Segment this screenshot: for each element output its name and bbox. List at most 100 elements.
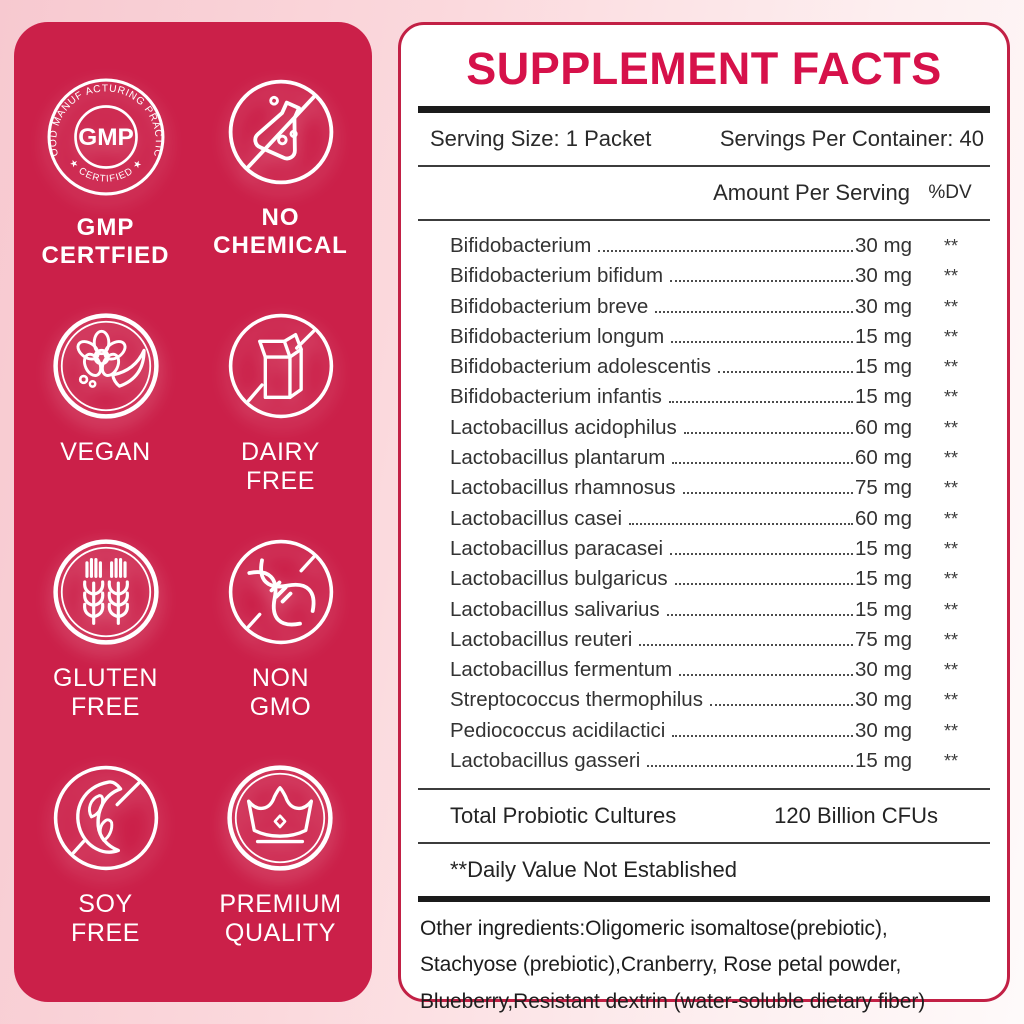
ingredient-row: Bifidobacterium breve 30 mg **	[450, 292, 990, 322]
dot-leader	[709, 704, 854, 707]
serving-info-row: Serving Size: 1 Packet Servings Per Cont…	[418, 113, 990, 165]
badge-gluten-free: GLUTEN FREE	[50, 536, 162, 722]
ingredient-amount: 15 mg	[855, 749, 912, 773]
servings-per-container: Servings Per Container: 40	[719, 126, 984, 151]
badge-no-chemical: NO CHEMICAL	[213, 76, 348, 270]
dot-leader	[639, 643, 854, 646]
ingredient-amount: 60 mg	[855, 446, 912, 470]
ingredient-name: Streptococcus thermophilus	[450, 688, 703, 712]
ingredient-row: Lactobacillus paracasei 15 mg **	[450, 534, 990, 564]
ingredient-name: Bifidobacterium	[450, 234, 592, 257]
ingredient-dv: **	[943, 266, 958, 287]
ingredient-table: Bifidobacterium 30 mg ** Bifidobacterium…	[418, 221, 990, 788]
badge-label: GLUTEN FREE	[52, 663, 158, 721]
ingredient-name: Lactobacillus reuteri	[450, 627, 633, 651]
supplement-facts-title: SUPPLEMENT FACTS	[466, 43, 942, 94]
other-ingredients-line: Stachyose (prebiotic),Cranberry, Rose pe…	[420, 953, 902, 977]
other-ingredients: Other ingredients:Oligomeric isomaltose(…	[418, 902, 990, 1019]
ingredient-row: Lactobacillus acidophilus 60 mg **	[450, 413, 990, 443]
serving-size: Serving Size: 1 Packet	[430, 126, 652, 151]
divider	[418, 219, 990, 221]
total-cultures-label: Total Probiotic Cultures	[450, 803, 677, 829]
ingredient-dv: **	[943, 236, 958, 256]
badge-soy-free: SOY FREE	[50, 762, 162, 948]
dot-leader	[682, 492, 854, 495]
ingredient-amount: 15 mg	[855, 355, 912, 379]
total-cultures-row: Total Probiotic Cultures 120 Billion CFU…	[418, 790, 990, 842]
badge-non-gmo: NON GMO	[225, 536, 337, 722]
badge-label: VEGAN	[60, 437, 151, 466]
dot-leader	[647, 765, 854, 768]
ingredient-row: Lactobacillus bulgaricus 15 mg **	[450, 564, 990, 594]
column-header-row: Amount Per Serving %DV	[418, 167, 990, 219]
dot-leader	[670, 552, 854, 555]
amount-per-serving-header: Amount Per Serving	[713, 180, 910, 205]
ingredient-dv: **	[943, 508, 958, 529]
gluten-wheat-icon	[52, 539, 159, 645]
ingredient-dv: **	[943, 569, 958, 590]
ingredient-name: Lactobacillus fermentum	[450, 658, 673, 682]
ingredient-dv: **	[943, 387, 958, 408]
ingredient-row: Lactobacillus plantarum 60 mg **	[450, 443, 990, 473]
ingredient-row: Lactobacillus rhamnosus 75 mg **	[450, 473, 990, 503]
badge-premium-quality: PREMIUM QUALITY	[219, 762, 341, 948]
no-gmo-dna-icon	[228, 539, 333, 645]
dot-leader	[655, 310, 854, 313]
ingredient-name: Lactobacillus rhamnosus	[450, 476, 676, 500]
ingredient-amount: 30 mg	[855, 294, 912, 318]
ingredient-dv: **	[943, 720, 958, 741]
ingredient-amount: 60 mg	[855, 506, 912, 530]
badge-vegan: VEGAN	[50, 310, 162, 496]
ingredient-dv: **	[943, 751, 958, 772]
ingredient-dv: **	[943, 417, 958, 438]
ingredient-dv: **	[943, 357, 958, 378]
ingredient-dv: **	[943, 478, 958, 499]
ingredient-amount: 15 mg	[855, 385, 912, 409]
ingredient-row: Bifidobacterium 30 mg **	[450, 231, 990, 261]
ingredient-dv: **	[943, 296, 958, 317]
badge-label: DAIRY FREE	[241, 437, 320, 495]
other-ingredients-line: Blueberry,Resistant dextrin (water-solub…	[420, 989, 926, 1013]
no-dairy-carton-icon	[228, 313, 333, 418]
ingredient-name: Bifidobacterium breve	[450, 294, 649, 318]
ingredient-row: Bifidobacterium infantis 15 mg **	[450, 382, 990, 412]
dot-leader	[598, 250, 854, 252]
badge-label: NO CHEMICAL	[213, 204, 348, 259]
ingredient-name: Bifidobacterium infantis	[450, 385, 662, 409]
daily-value-note: **Daily Value Not Established	[450, 857, 737, 883]
ingredient-name: Bifidobacterium bifidum	[450, 264, 664, 288]
dot-leader	[672, 734, 854, 737]
divider	[418, 842, 990, 845]
badges-panel: GOOD MANUF ACTURING PRACTICE ★ CERTIFIED…	[14, 22, 372, 1002]
no-chemical-icon	[228, 79, 333, 185]
ingredient-dv: **	[943, 660, 958, 681]
ingredient-dv: **	[943, 538, 958, 559]
ingredient-row: Lactobacillus fermentum 30 mg **	[450, 655, 990, 685]
ingredient-name: Lactobacillus paracasei	[450, 536, 664, 560]
total-cultures-value: 120 Billion CFUs	[774, 803, 938, 829]
dot-leader	[668, 401, 854, 404]
ingredient-amount: 15 mg	[855, 536, 912, 560]
ingredient-dv: **	[943, 599, 958, 620]
ingredient-row: Bifidobacterium longum 15 mg **	[450, 322, 990, 352]
ingredient-row: Streptococcus thermophilus 30 mg **	[450, 685, 990, 715]
divider	[418, 788, 990, 791]
dot-leader	[717, 371, 854, 374]
dot-leader	[683, 431, 854, 434]
ingredient-amount: 30 mg	[855, 688, 912, 712]
ingredient-row: Pediococcus acidilactici 30 mg **	[450, 716, 990, 746]
ingredient-amount: 15 mg	[855, 597, 912, 621]
no-soy-bean-icon	[53, 765, 158, 871]
ingredient-amount: 30 mg	[855, 264, 912, 288]
ingredient-amount: 30 mg	[855, 234, 912, 257]
badge-label: SOY FREE	[70, 889, 141, 947]
dv-header: %DV	[928, 182, 972, 203]
ingredient-name: Lactobacillus plantarum	[450, 446, 666, 470]
ingredient-row: Bifidobacterium bifidum 30 mg **	[450, 261, 990, 291]
badge-dairy-free: DAIRY FREE	[225, 310, 337, 496]
ingredient-name: Bifidobacterium longum	[450, 324, 665, 348]
dot-leader	[670, 280, 854, 283]
divider	[418, 165, 990, 167]
ingredient-row: Bifidobacterium adolescentis 15 mg **	[450, 352, 990, 382]
ingredient-row: Lactobacillus gasseri 15 mg **	[450, 746, 990, 776]
